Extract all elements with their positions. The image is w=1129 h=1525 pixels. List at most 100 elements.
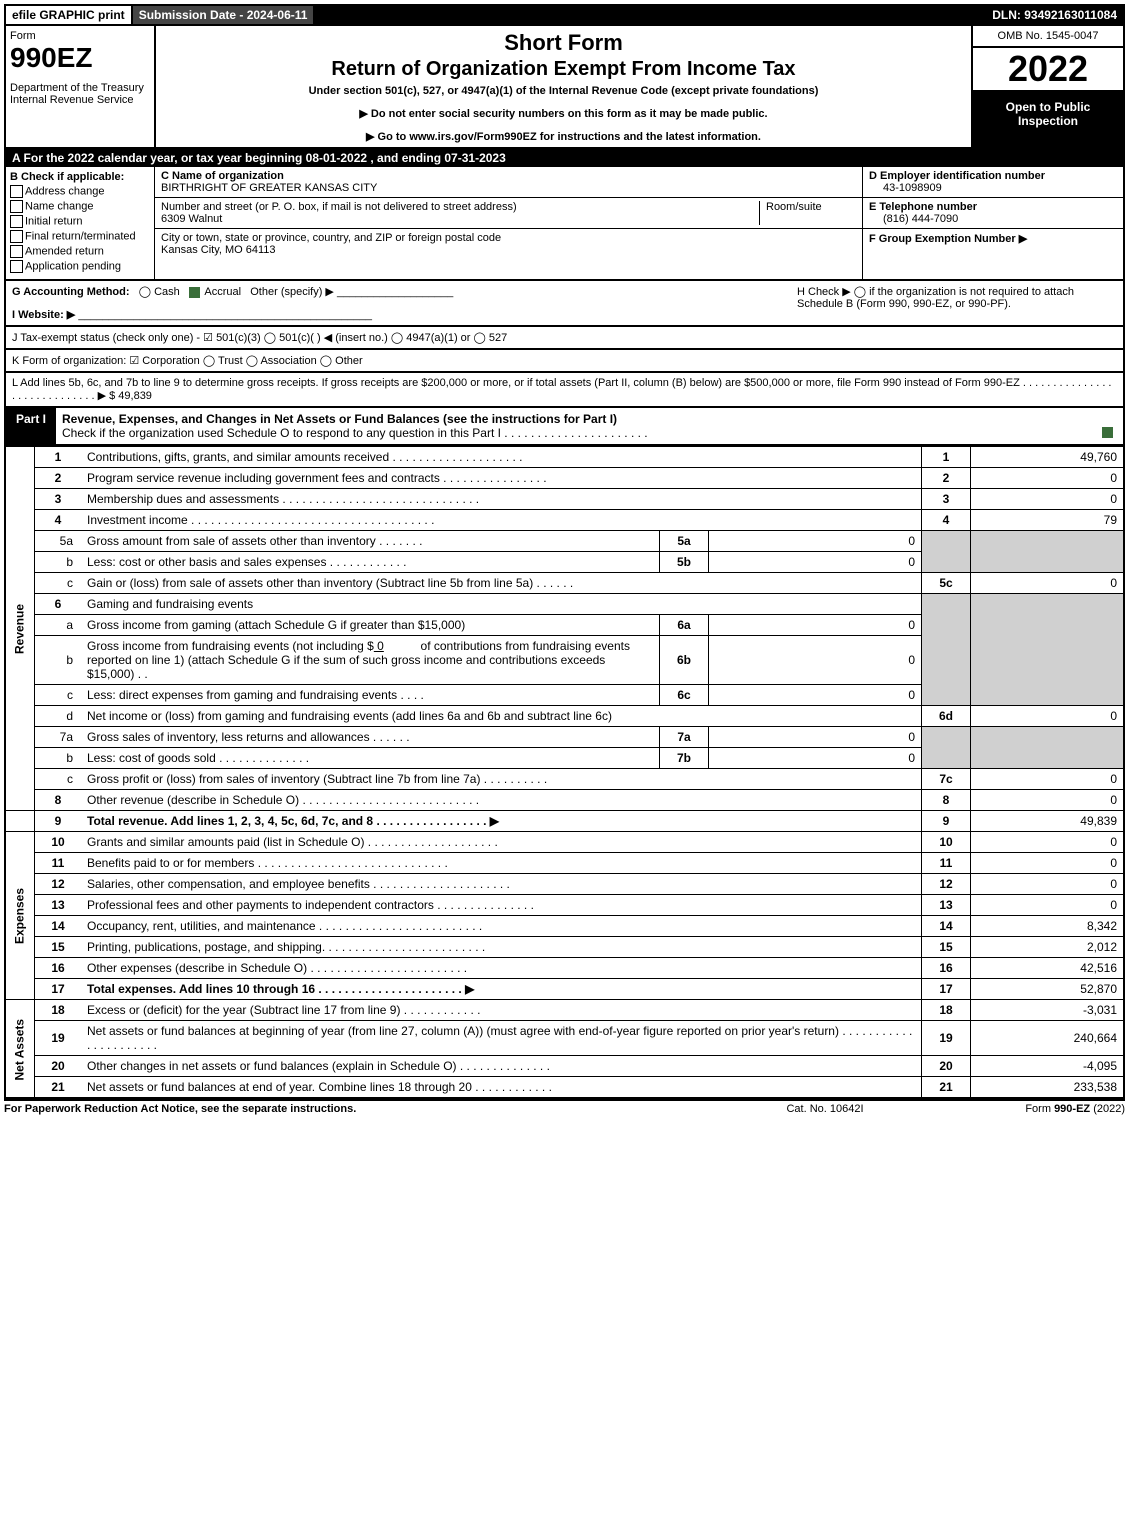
department: Department of the Treasury Internal Reve… <box>10 82 150 106</box>
form-ref: Form 990-EZ (2022) <box>925 1103 1125 1115</box>
checkbox-icon <box>10 245 23 258</box>
line-5a-val: 0 <box>709 531 922 552</box>
checkbox-checked-icon <box>189 287 200 298</box>
c-name-label: C Name of organization <box>161 170 284 182</box>
line-21-desc: Net assets or fund balances at end of ye… <box>81 1077 922 1099</box>
line-6b-desc: Gross income from fundraising events (no… <box>81 636 660 685</box>
line-5b-desc: Less: cost or other basis and sales expe… <box>81 552 660 573</box>
line-15-desc: Printing, publications, postage, and shi… <box>81 937 922 958</box>
line-6d-desc: Net income or (loss) from gaming and fun… <box>81 706 922 727</box>
line-10-desc: Grants and similar amounts paid (list in… <box>81 832 922 853</box>
line-j: J Tax-exempt status (check only one) - ☑… <box>4 327 1125 350</box>
checkbox-icon <box>10 260 23 273</box>
checkbox-icon <box>10 230 23 243</box>
line-9-val: 49,839 <box>971 811 1125 832</box>
schedule-o-checkbox-icon <box>1102 427 1113 438</box>
group-exemption-label: F Group Exemption Number ▶ <box>869 233 1027 245</box>
line-15-val: 2,012 <box>971 937 1125 958</box>
line-17-val: 52,870 <box>971 979 1125 1000</box>
line-7c-val: 0 <box>971 769 1125 790</box>
line-gh: G Accounting Method: ◯ Cash Accrual Othe… <box>4 281 1125 327</box>
efile-print-label[interactable]: efile GRAPHIC print <box>6 6 133 24</box>
line-6a-desc: Gross income from gaming (attach Schedul… <box>81 615 660 636</box>
part1-title: Revenue, Expenses, and Changes in Net As… <box>56 408 1123 444</box>
line-18-val: -3,031 <box>971 1000 1125 1021</box>
line-4-val: 79 <box>971 510 1125 531</box>
line-5c-val: 0 <box>971 573 1125 594</box>
chk-name-change[interactable]: Name change <box>10 200 150 213</box>
line-11-val: 0 <box>971 853 1125 874</box>
line-13-desc: Professional fees and other payments to … <box>81 895 922 916</box>
footer: For Paperwork Reduction Act Notice, see … <box>4 1099 1125 1115</box>
paperwork-notice: For Paperwork Reduction Act Notice, see … <box>4 1103 725 1115</box>
line-1-num: 1 <box>922 447 971 468</box>
org-name: BIRTHRIGHT OF GREATER KANSAS CITY <box>161 182 377 194</box>
part1-table: Revenue 1 Contributions, gifts, grants, … <box>4 446 1125 1099</box>
line-6c-val: 0 <box>709 685 922 706</box>
note-link: ▶ Go to www.irs.gov/Form990EZ for instru… <box>160 130 967 143</box>
line-13-val: 0 <box>971 895 1125 916</box>
line-4-desc: Investment income . . . . . . . . . . . … <box>81 510 922 531</box>
chk-application-pending[interactable]: Application pending <box>10 260 150 273</box>
chk-final-return[interactable]: Final return/terminated <box>10 230 150 243</box>
dln: DLN: 93492163011084 <box>986 6 1123 24</box>
line-6-desc: Gaming and fundraising events <box>81 594 922 615</box>
line-a-period: A For the 2022 calendar year, or tax yea… <box>4 149 1125 167</box>
submission-date: Submission Date - 2024-06-11 <box>133 6 316 24</box>
telephone: (816) 444-7090 <box>883 213 1117 225</box>
line-8-desc: Other revenue (describe in Schedule O) .… <box>81 790 922 811</box>
section-c: C Name of organization BIRTHRIGHT OF GRE… <box>155 167 863 279</box>
checkbox-icon <box>10 200 23 213</box>
line-5a-desc: Gross amount from sale of assets other t… <box>81 531 660 552</box>
chk-address-change[interactable]: Address change <box>10 185 150 198</box>
checkbox-icon <box>10 185 23 198</box>
section-def: D Employer identification number 43-1098… <box>863 167 1123 279</box>
line-num: 1 <box>35 447 82 468</box>
header-mid: Short Form Return of Organization Exempt… <box>156 26 973 147</box>
line-h: H Check ▶ ◯ if the organization is not r… <box>797 285 1117 321</box>
note-ssn: ▶ Do not enter social security numbers o… <box>160 107 967 120</box>
section-b-label: B Check if applicable: <box>10 171 124 183</box>
top-bar: efile GRAPHIC print Submission Date - 20… <box>4 4 1125 26</box>
line-7b-desc: Less: cost of goods sold . . . . . . . .… <box>81 748 660 769</box>
tax-year: 2022 <box>973 48 1123 92</box>
line-6c-desc: Less: direct expenses from gaming and fu… <box>81 685 660 706</box>
form-word: Form <box>10 30 150 42</box>
form-number: 990EZ <box>10 42 150 74</box>
netassets-side-label: Net Assets <box>5 1000 35 1099</box>
ein: 43-1098909 <box>883 182 1117 194</box>
city-label: City or town, state or province, country… <box>161 232 501 244</box>
subtitle: Under section 501(c), 527, or 4947(a)(1)… <box>160 85 967 97</box>
line-21-val: 233,538 <box>971 1077 1125 1099</box>
line-i-website: I Website: ▶ <box>12 309 75 321</box>
line-14-val: 8,342 <box>971 916 1125 937</box>
short-form-title: Short Form <box>160 30 967 56</box>
chk-initial-return[interactable]: Initial return <box>10 215 150 228</box>
cat-no: Cat. No. 10642I <box>725 1103 925 1115</box>
line-19-desc: Net assets or fund balances at beginning… <box>81 1021 922 1056</box>
line-20-val: -4,095 <box>971 1056 1125 1077</box>
part1-label: Part I <box>6 408 56 444</box>
line-16-desc: Other expenses (describe in Schedule O) … <box>81 958 922 979</box>
line-5c-desc: Gain or (loss) from sale of assets other… <box>81 573 922 594</box>
line-l-amount: $ 49,839 <box>109 390 152 402</box>
line-10-val: 0 <box>971 832 1125 853</box>
line-1-desc: Contributions, gifts, grants, and simila… <box>81 447 922 468</box>
line-20-desc: Other changes in net assets or fund bala… <box>81 1056 922 1077</box>
omb-number: OMB No. 1545-0047 <box>973 26 1123 48</box>
tel-label: E Telephone number <box>869 201 977 213</box>
street-label: Number and street (or P. O. box, if mail… <box>161 201 517 213</box>
line-12-desc: Salaries, other compensation, and employ… <box>81 874 922 895</box>
street: 6309 Walnut <box>161 213 222 225</box>
line-5b-val: 0 <box>709 552 922 573</box>
line-17-desc: Total expenses. Add lines 10 through 16 … <box>81 979 922 1000</box>
line-k: K Form of organization: ☑ Corporation ◯ … <box>4 350 1125 373</box>
form-header: Form 990EZ Department of the Treasury In… <box>4 26 1125 149</box>
line-3-val: 0 <box>971 489 1125 510</box>
line-1-val: 49,760 <box>971 447 1125 468</box>
line-g: G Accounting Method: ◯ Cash Accrual Othe… <box>12 285 797 321</box>
chk-amended-return[interactable]: Amended return <box>10 245 150 258</box>
line-6a-val: 0 <box>709 615 922 636</box>
line-6d-val: 0 <box>971 706 1125 727</box>
line-18-desc: Excess or (deficit) for the year (Subtra… <box>81 1000 922 1021</box>
